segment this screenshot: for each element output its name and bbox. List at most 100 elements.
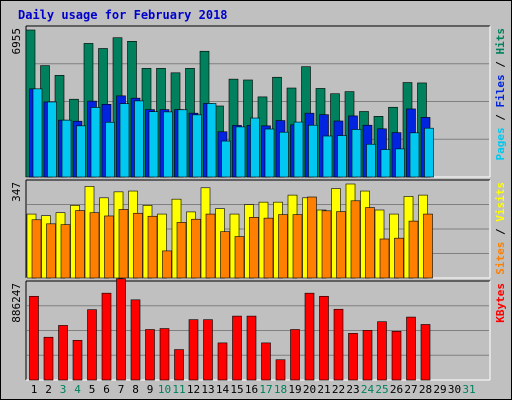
top-bar-pages-day-7 xyxy=(119,103,130,178)
middle-bar-visits-day-10 xyxy=(157,213,167,279)
x-tick-label-day-26: 26 xyxy=(390,383,403,396)
top-bar-pages-day-5 xyxy=(90,107,101,178)
bottom-legend: KBytes xyxy=(494,283,507,323)
middle-bar-sites-day-3 xyxy=(60,224,71,279)
top-bar-pages-day-26 xyxy=(395,148,405,178)
top-bar-pages-day-10 xyxy=(163,111,173,178)
top-bar-pages-day-23 xyxy=(351,129,362,178)
top-bar-pages-day-25 xyxy=(380,149,391,178)
top-bar-pages-day-16 xyxy=(250,117,260,178)
middle-bar-sites-day-6 xyxy=(104,215,114,279)
top-bar-pages-day-12 xyxy=(192,114,202,178)
legend-entry: / xyxy=(494,108,507,128)
middle-ymax-label: 347 xyxy=(10,182,23,202)
top-bar-pages-day-27 xyxy=(409,132,420,178)
bottom-bar-kbytes-day-21 xyxy=(319,295,329,381)
middle-bar-sites-day-11 xyxy=(176,222,187,279)
top-bar-pages-day-18 xyxy=(279,131,289,178)
middle-bar-sites-day-1 xyxy=(31,219,42,279)
middle-bar-sites-day-12 xyxy=(191,218,201,279)
x-tick-label-day-7: 7 xyxy=(118,383,125,396)
top-bar-pages-day-15 xyxy=(235,126,246,178)
middle-legend: Sites / Visits xyxy=(494,182,507,275)
middle-bar-sites-day-19 xyxy=(292,214,303,279)
x-tick-label-day-18: 18 xyxy=(274,383,287,396)
x-tick-label-day-15: 15 xyxy=(230,383,243,396)
top-bar-pages-day-24 xyxy=(366,143,376,178)
bottom-bar-kbytes-day-7 xyxy=(116,278,126,381)
x-tick-label-day-2: 2 xyxy=(45,383,52,396)
bottom-bar-kbytes-day-12 xyxy=(188,319,199,381)
x-tick-label-day-5: 5 xyxy=(89,383,96,396)
bottom-bar-kbytes-day-22 xyxy=(333,308,344,381)
bottom-bar-kbytes-day-14 xyxy=(217,342,228,381)
x-tick-label-day-10: 10 xyxy=(158,383,171,396)
legend-entry: KBytes xyxy=(494,283,507,323)
legend-entry: Sites xyxy=(494,242,507,275)
middle-bar-sites-day-27 xyxy=(408,220,419,279)
x-tick-label-day-9: 9 xyxy=(147,383,154,396)
top-bar-pages-day-13 xyxy=(206,103,217,178)
bottom-bar-kbytes-day-2 xyxy=(43,336,54,381)
bottom-bar-kbytes-day-19 xyxy=(290,329,300,381)
bottom-bar-kbytes-day-28 xyxy=(420,324,431,381)
x-tick-label-day-4: 4 xyxy=(74,383,81,396)
bottom-bar-kbytes-day-23 xyxy=(348,333,358,381)
top-bar-pages-day-4 xyxy=(76,125,86,178)
middle-bar-sites-day-10 xyxy=(162,250,172,279)
bottom-bar-kbytes-day-20 xyxy=(304,292,315,381)
x-tick-label-day-16: 16 xyxy=(245,383,258,396)
x-tick-label-day-12: 12 xyxy=(187,383,200,396)
bottom-bar-kbytes-day-4 xyxy=(72,340,83,381)
middle-bar-sites-day-28 xyxy=(423,213,433,279)
top-bar-pages-day-8 xyxy=(134,100,144,178)
middle-bar-sites-day-5 xyxy=(89,212,100,279)
legend-entry: Visits xyxy=(494,182,507,222)
x-tick-label-day-21: 21 xyxy=(317,383,330,396)
top-bar-pages-day-17 xyxy=(264,128,275,178)
middle-bar-sites-day-15 xyxy=(234,236,245,279)
middle-bar-sites-day-25 xyxy=(379,238,390,279)
bottom-bar-kbytes-day-27 xyxy=(406,316,416,381)
bottom-bar-kbytes-day-9 xyxy=(145,329,155,381)
bottom-bar-kbytes-day-13 xyxy=(203,319,213,381)
bottom-bar-kbytes-day-6 xyxy=(101,292,112,381)
middle-bar-sites-day-9 xyxy=(147,215,158,279)
x-tick-label-day-19: 19 xyxy=(288,383,301,396)
bottom-bar-kbytes-day-1 xyxy=(29,295,39,381)
x-tick-label-day-3: 3 xyxy=(60,383,67,396)
middle-bar-sites-day-23 xyxy=(350,200,361,279)
bottom-bar-kbytes-day-24 xyxy=(362,330,373,381)
bottom-ymax-label: 886247 xyxy=(10,283,23,323)
x-tick-label-day-6: 6 xyxy=(103,383,110,396)
bottom-bar-kbytes-day-17 xyxy=(261,342,271,381)
legend-entry: / xyxy=(494,55,507,75)
top-bar-pages-day-21 xyxy=(322,135,333,178)
x-tick-label-day-25: 25 xyxy=(375,383,388,396)
middle-bar-sites-day-21 xyxy=(321,210,332,279)
top-bar-pages-day-11 xyxy=(177,109,188,178)
legend-entry: Files xyxy=(494,74,507,107)
x-tick-label-day-1: 1 xyxy=(31,383,38,396)
middle-bar-sites-day-17 xyxy=(263,217,274,279)
legend-entry: Hits xyxy=(494,28,507,55)
top-bar-pages-day-20 xyxy=(308,124,318,178)
middle-bar-sites-day-2 xyxy=(46,223,56,279)
x-tick-label-day-23: 23 xyxy=(346,383,359,396)
x-tick-label-day-22: 22 xyxy=(332,383,345,396)
top-bar-pages-day-1 xyxy=(32,88,43,178)
middle-bar-sites-day-26 xyxy=(394,237,404,279)
top-bar-pages-day-2 xyxy=(47,101,57,178)
top-bar-pages-day-3 xyxy=(61,119,72,178)
bottom-bar-kbytes-day-26 xyxy=(391,331,402,381)
bottom-bar-kbytes-day-3 xyxy=(58,325,68,381)
middle-bar-sites-day-7 xyxy=(118,209,129,279)
bottom-bar-kbytes-day-16 xyxy=(246,315,257,381)
bottom-bar-kbytes-day-8 xyxy=(130,299,141,381)
middle-bar-sites-day-20 xyxy=(307,196,317,279)
top-bar-pages-day-19 xyxy=(293,121,304,178)
legend-entry: Pages xyxy=(494,127,507,160)
x-tick-label-day-11: 11 xyxy=(172,383,185,396)
x-tick-label-day-27: 27 xyxy=(404,383,417,396)
